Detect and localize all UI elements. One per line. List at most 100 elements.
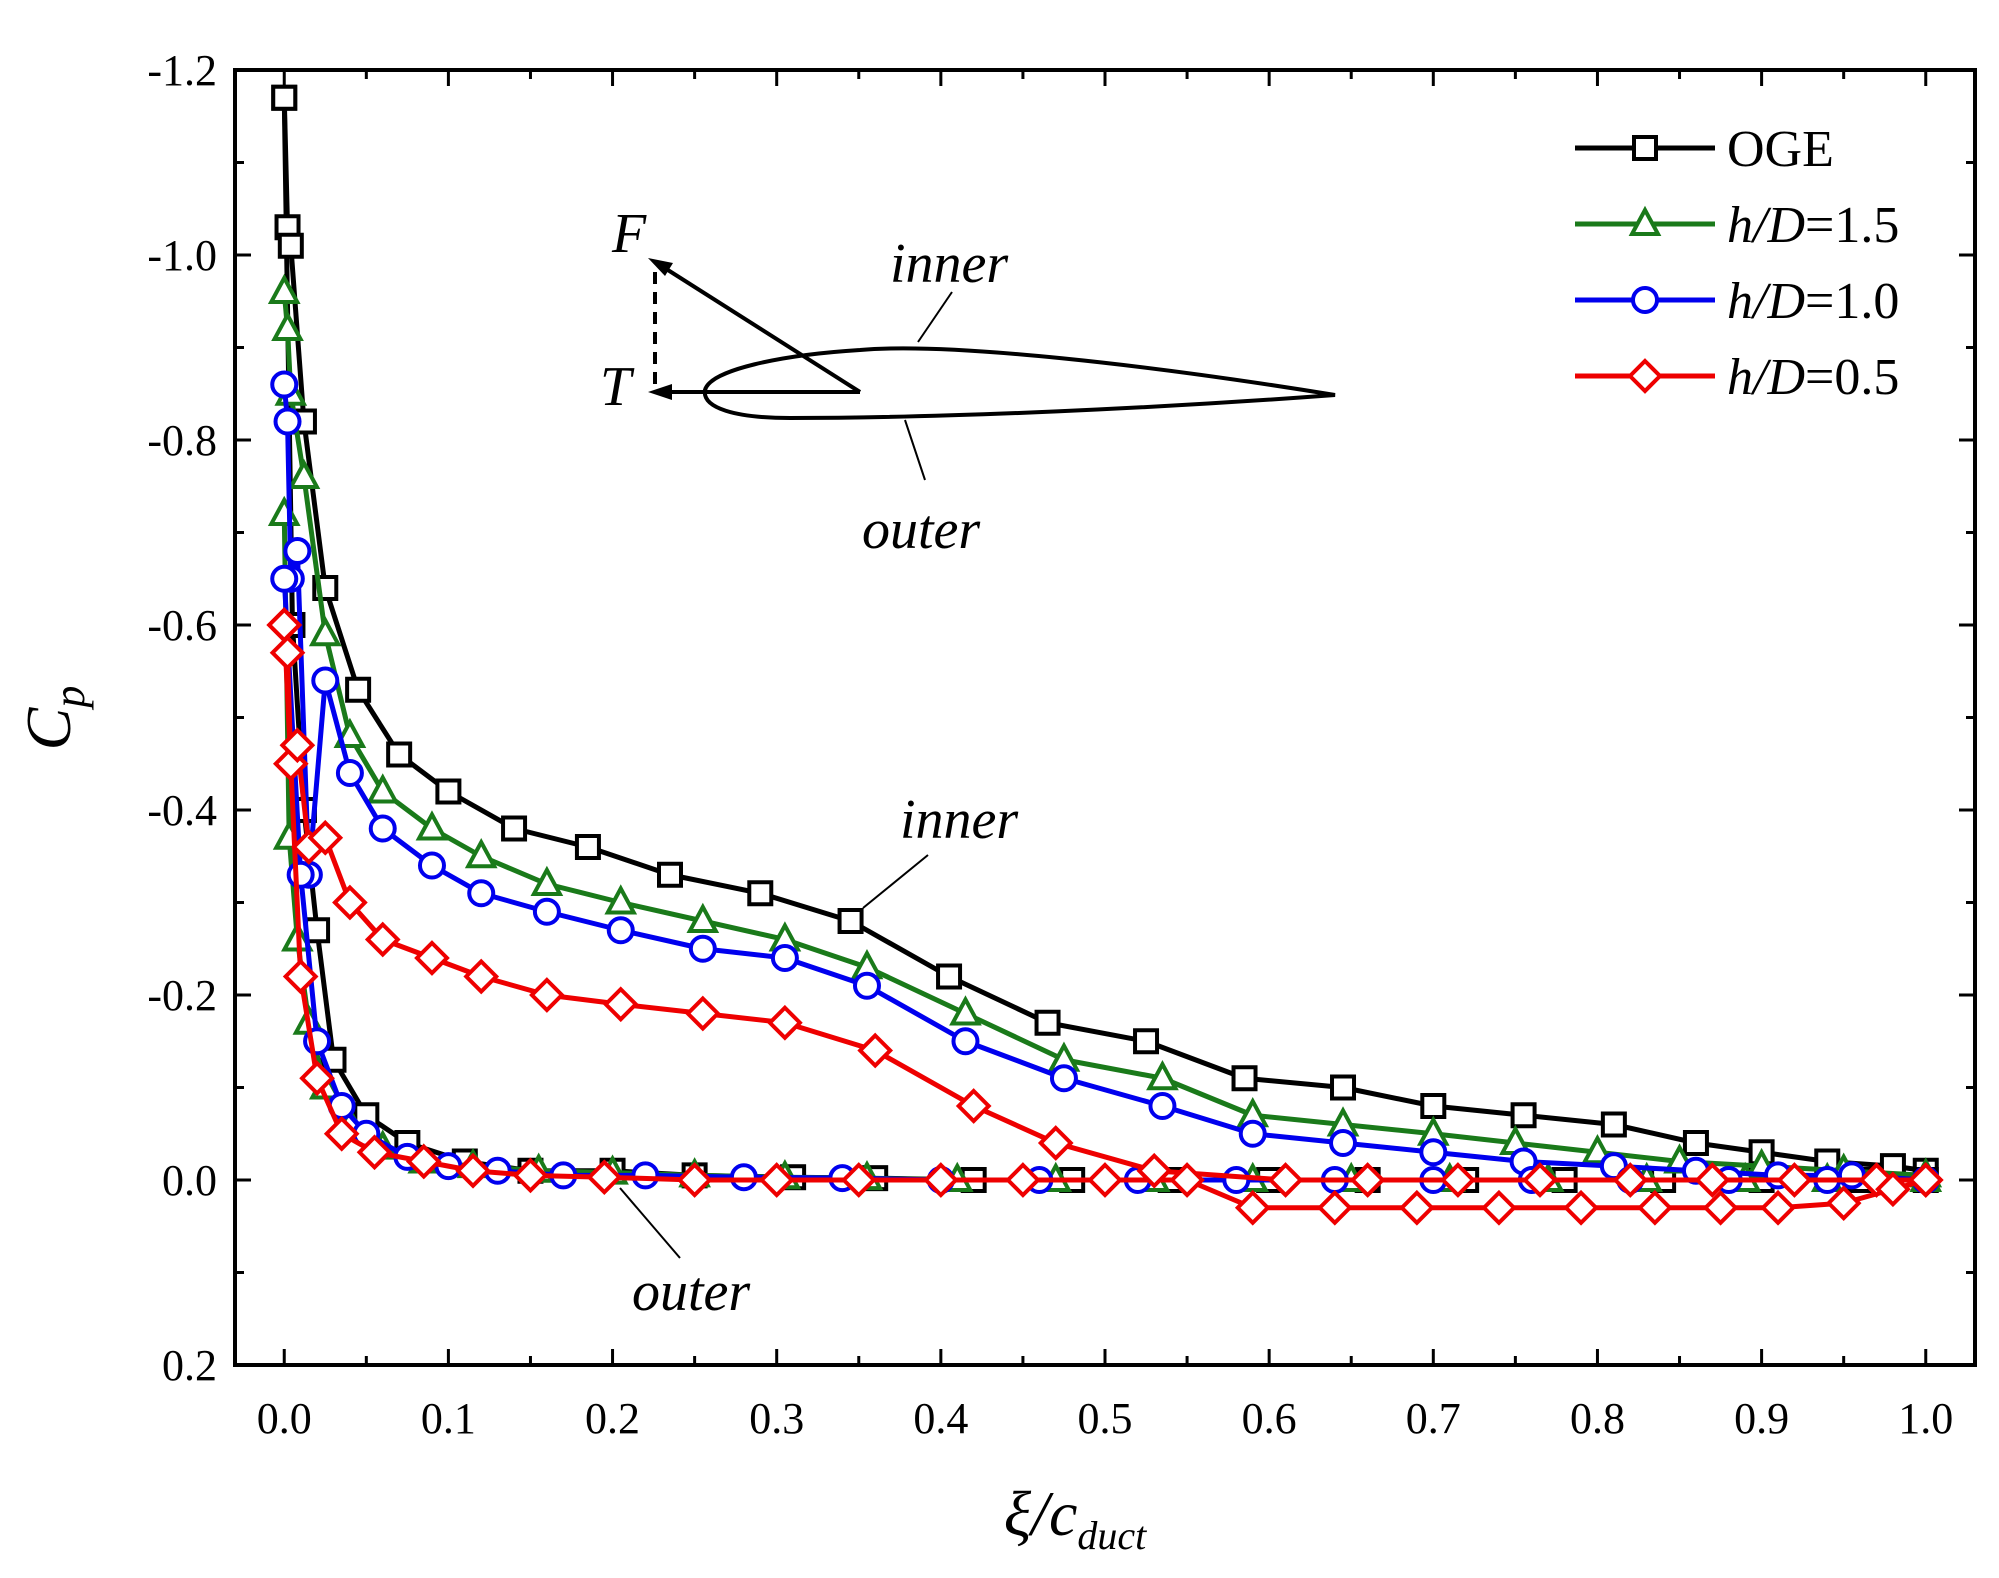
data-point-h-d-0-5-outer	[1316, 1189, 1353, 1226]
data-point-h-d-0-5-outer	[1005, 1162, 1041, 1198]
data-point-h-d-0-5-outer	[1825, 1185, 1862, 1221]
legend-item-oge: OGE	[1575, 121, 1834, 178]
data-point-oge-inner	[1133, 1028, 1160, 1055]
y-tick-label: 0.0	[162, 1156, 217, 1205]
data-point-h-d-0-5-inner	[767, 1004, 803, 1041]
data-point-h-d-0-5-inner	[1267, 1162, 1304, 1198]
legend-item-h-d-0-5: h/D=0.5	[1575, 349, 1899, 406]
data-point-h-d-1-0-inner	[688, 934, 717, 963]
series-h-d-0-5	[266, 607, 1944, 1226]
thrust-label: T	[600, 356, 635, 418]
data-point-oge-inner	[1510, 1102, 1537, 1129]
data-point-oge-inner	[747, 880, 774, 907]
y-tick-label: 0.2	[162, 1341, 217, 1390]
legend-item-h-d-1-5: h/D=1.5	[1575, 197, 1899, 254]
data-point-oge-inner	[657, 861, 683, 888]
thrust-arrowhead	[648, 384, 672, 400]
data-point-h-d-1-0-inner	[1419, 1138, 1448, 1167]
data-point-h-d-1-5-inner	[366, 773, 400, 804]
data-point-oge-inner	[1231, 1065, 1258, 1092]
data-point-h-d-0-5-outer	[1760, 1189, 1796, 1226]
data-point-h-d-0-5-outer	[512, 1157, 549, 1194]
series-line-oge-inner	[281, 97, 1927, 1174]
legend-label-italic: h/D	[1727, 197, 1805, 254]
x-axis-title-subscript: duct	[1077, 1513, 1147, 1558]
y-axis-title-main: C	[13, 706, 84, 750]
data-point-h-d-0-5-inner	[857, 1032, 894, 1069]
data-point-oge-inner	[1330, 1074, 1357, 1101]
data-point-h-d-1-0-inner	[951, 1027, 980, 1056]
inset-airfoil-diagram: F T inner outer	[600, 203, 1336, 561]
data-point-h-d-1-0-inner	[283, 537, 312, 565]
data-point-h-d-1-0-inner	[770, 944, 799, 972]
data-point-h-d-1-0-inner	[335, 759, 364, 787]
data-point-h-d-1-0-outer	[286, 860, 315, 889]
inset-inner-leader	[917, 291, 953, 343]
data-point-h-d-1-5-inner	[464, 838, 498, 869]
legend-label-text: =0.5	[1805, 349, 1899, 406]
series-line-h-d-1-5-outer	[281, 513, 1926, 1183]
data-point-h-d-0-5-outer	[356, 1134, 393, 1171]
data-point-oge-inner	[1682, 1130, 1709, 1156]
data-point-h-d-0-5-inner	[307, 819, 344, 856]
legend-marker	[1628, 205, 1662, 236]
inset-outer-label: outer	[862, 499, 980, 561]
y-tick-label: -1.2	[147, 46, 217, 95]
data-point-h-d-1-5-inner	[267, 273, 301, 304]
data-point-h-d-0-5-outer	[1907, 1162, 1944, 1198]
data-point-h-d-0-5-outer	[282, 958, 319, 995]
data-point-h-d-0-5-inner	[1136, 1152, 1173, 1189]
data-point-h-d-0-5-outer	[1087, 1162, 1123, 1198]
data-point-h-d-0-5-outer	[1637, 1189, 1673, 1226]
x-tick-label: 1.0	[1898, 1394, 1953, 1443]
data-point-h-d-0-5-outer	[1399, 1189, 1435, 1226]
data-point-oge-inner	[345, 676, 372, 703]
data-point-oge-inner	[1034, 1009, 1061, 1036]
data-point-h-d-0-5-outer	[1702, 1189, 1739, 1226]
y-tick-label: -0.6	[147, 601, 217, 650]
y-tick-label: -1.0	[147, 231, 217, 280]
data-point-h-d-0-5-inner	[1776, 1162, 1813, 1198]
data-point-h-d-0-5-inner	[279, 727, 316, 764]
data-point-h-d-0-5-outer	[1875, 1171, 1911, 1208]
y-tick-label: -0.4	[147, 786, 217, 835]
inner-curve-label: inner	[900, 789, 1018, 851]
x-tick-label: 0.4	[913, 1394, 968, 1443]
data-point-h-d-0-5-inner	[955, 1088, 992, 1124]
legend-label-italic: h/D	[1727, 349, 1805, 406]
y-axis-title: Cp	[13, 686, 94, 751]
x-tick-label: 0.5	[1078, 1394, 1133, 1443]
x-tick-label: 0.0	[257, 1394, 312, 1443]
data-point-h-d-1-0-inner	[273, 407, 302, 436]
legend-label-italic: h/D	[1727, 273, 1805, 330]
y-tick-label: -0.2	[147, 971, 217, 1020]
outer-curve-leader	[619, 1187, 681, 1259]
data-point-oge-inner	[574, 834, 601, 860]
data-point-h-d-1-5-inner	[530, 865, 564, 896]
x-tick-label: 0.3	[749, 1394, 804, 1443]
data-point-h-d-1-0-inner	[532, 897, 561, 926]
data-point-h-d-1-0-inner	[852, 971, 881, 1000]
data-point-h-d-0-5-inner	[1612, 1162, 1649, 1198]
inset-inner-label: inner	[890, 233, 1008, 295]
data-point-h-d-1-0-outer	[1222, 1166, 1251, 1194]
force-arrow	[658, 263, 862, 394]
data-point-h-d-1-0-outer	[270, 564, 299, 593]
data-point-h-d-0-5-inner	[463, 958, 500, 995]
legend-label: h/D=1.0	[1727, 273, 1899, 330]
data-point-h-d-1-5-inner	[415, 810, 449, 841]
series-oge	[271, 84, 1939, 1193]
data-point-h-d-0-5-outer	[676, 1162, 713, 1198]
y-axis-title-subscript: p	[45, 686, 94, 711]
data-point-oge-inner	[386, 741, 413, 768]
force-label: F	[611, 203, 647, 265]
data-point-oge-inner	[837, 908, 864, 934]
data-point-h-d-0-5-inner	[332, 884, 368, 921]
data-point-h-d-1-0-inner	[467, 879, 496, 908]
data-point-oge-inner	[435, 778, 462, 805]
data-point-h-d-1-5-outer	[267, 495, 301, 526]
x-axis-title: ξ/cduct	[1004, 1478, 1147, 1558]
data-point-h-d-0-5-outer	[266, 607, 303, 643]
